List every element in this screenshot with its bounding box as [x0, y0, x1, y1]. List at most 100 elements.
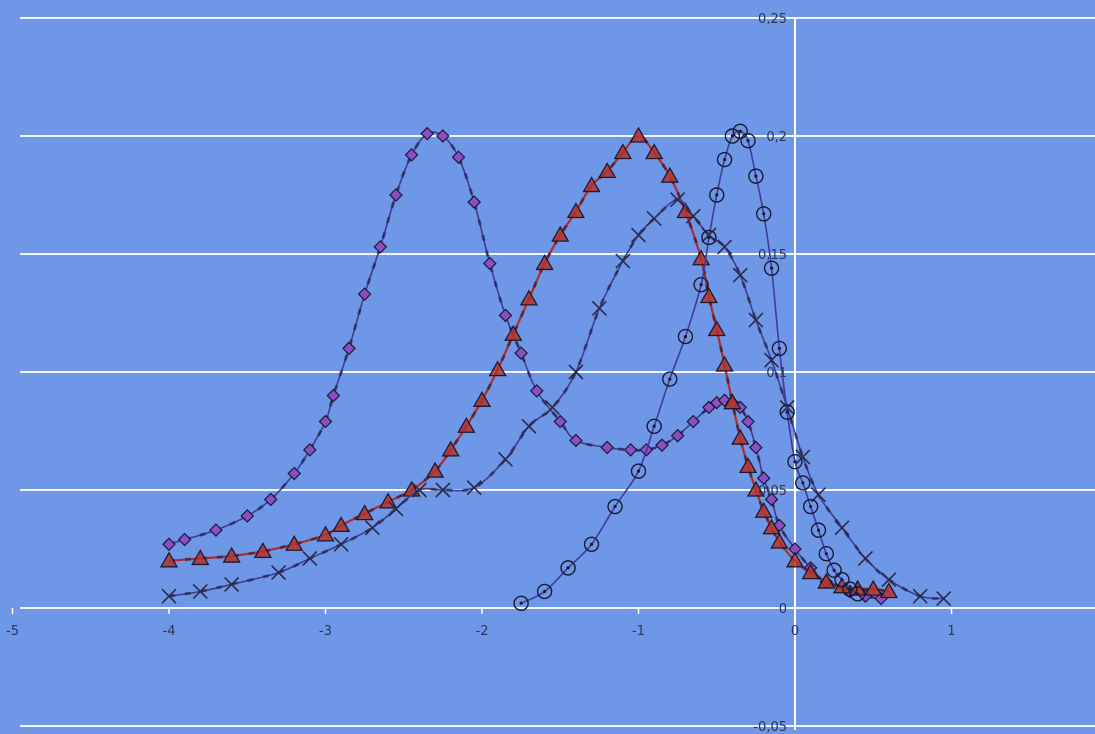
data-point-circle	[583, 536, 600, 552]
data-point-x	[435, 482, 451, 498]
data-point-circle	[756, 206, 772, 222]
data-point-triangle	[253, 542, 273, 559]
y-tick-label: -0,05	[753, 720, 787, 734]
x-tick-label: -1	[632, 624, 645, 639]
data-point-diamond	[655, 438, 669, 453]
data-point-circle-dot	[840, 578, 844, 582]
data-point-circle	[763, 260, 780, 276]
data-point-triangle	[535, 254, 554, 271]
data-point-circle-dot	[801, 481, 805, 485]
data-point-triangle	[316, 525, 335, 542]
y-tick-label: 0,05	[758, 484, 787, 499]
data-point-x	[748, 312, 764, 328]
data-point-x	[763, 352, 780, 368]
data-point-triangle	[551, 225, 570, 242]
data-point-x	[388, 501, 404, 517]
data-point-circle	[677, 328, 694, 345]
data-point-circle	[771, 340, 788, 357]
data-point-triangle	[738, 457, 758, 474]
data-point-diamond	[529, 384, 544, 398]
data-point-diamond	[514, 346, 528, 360]
data-point-x	[568, 364, 584, 380]
data-point-triangle	[707, 320, 726, 337]
data-point-triangle	[785, 551, 805, 568]
data-point-diamond	[553, 414, 568, 429]
data-point-x	[302, 550, 318, 567]
data-point-circle	[560, 560, 576, 576]
data-point-x	[270, 565, 287, 581]
x-tick-label: -3	[319, 624, 332, 639]
data-point-diamond	[357, 287, 372, 301]
data-point-circle-dot	[785, 410, 789, 414]
data-point-circle	[693, 276, 709, 293]
data-point-x	[646, 211, 662, 227]
y-tick-label: 0,15	[758, 248, 787, 263]
data-point-diamond	[326, 388, 341, 403]
series-triangle	[159, 126, 899, 599]
data-point-circle-dot	[652, 424, 656, 428]
data-point-circle-dot	[668, 377, 672, 381]
data-point-triangle	[699, 287, 719, 304]
data-point-diamond	[404, 148, 419, 162]
data-point-circle-dot	[809, 504, 813, 509]
tick-labels: -5 -4 -3 -2 -1 0 1 0,25 0,2 0,15 0,1 0,05 0 -0,05	[6, 12, 956, 734]
data-point-circle-dot	[613, 504, 617, 509]
data-point-triangle	[504, 324, 523, 341]
x-tick-label: -4	[163, 624, 176, 639]
data-point-x	[192, 583, 208, 600]
data-point-diamond	[686, 414, 701, 429]
data-point-circle-dot	[730, 134, 735, 138]
data-point-circle-dot	[589, 542, 594, 546]
data-point-circle	[802, 498, 819, 515]
data-point-x	[881, 572, 897, 588]
data-point-circle	[536, 583, 553, 600]
data-point-triangle	[645, 143, 664, 160]
data-point-circle	[787, 453, 803, 470]
data-point-circle	[849, 586, 866, 602]
data-point-circle-dot	[816, 528, 821, 532]
data-point-circle-dot	[746, 139, 750, 143]
y-tick-label: 0,2	[766, 130, 787, 145]
data-point-triangle	[488, 360, 507, 377]
series-circle	[513, 123, 866, 611]
data-point-triangle	[715, 355, 734, 372]
data-point-circle-dot	[722, 158, 727, 162]
data-point-triangle	[159, 551, 179, 568]
x-tick-label: -2	[476, 624, 489, 639]
data-point-triangle	[746, 480, 765, 497]
data-point-x	[364, 520, 381, 536]
data-point-circle-dot	[754, 174, 758, 178]
data-point-circle-dot	[824, 552, 828, 556]
data-point-diamond	[177, 532, 192, 547]
data-point-triangle	[754, 501, 773, 518]
y-tick-label: 0,25	[758, 12, 787, 27]
data-point-x	[912, 588, 928, 604]
data-point-x	[411, 482, 427, 498]
data-point-triangle	[731, 428, 750, 445]
data-point-circle	[724, 128, 741, 144]
data-point-x	[834, 520, 850, 536]
data-point-triangle	[472, 391, 492, 407]
data-point-triangle	[519, 289, 539, 306]
x-tick-label: 0	[791, 624, 799, 639]
series-x	[161, 192, 952, 607]
data-point-triangle	[441, 440, 460, 457]
data-point-x	[857, 550, 873, 567]
data-point-x	[810, 487, 827, 503]
data-point-circle	[732, 123, 748, 139]
data-point-triangle	[355, 504, 374, 521]
data-point-circle	[842, 581, 858, 597]
data-point-triangle	[191, 549, 210, 566]
data-point-diamond	[756, 471, 771, 486]
data-point-circle	[810, 522, 827, 538]
gridlines	[20, 17, 1095, 727]
data-point-circle-dot	[566, 566, 570, 570]
data-point-x	[795, 449, 811, 465]
data-point-x	[685, 208, 701, 224]
data-point-circle-dot	[762, 212, 766, 216]
data-point-circle	[795, 475, 811, 491]
axes	[11, 18, 953, 730]
data-point-circle-dot	[699, 283, 703, 287]
data-point-triangle	[770, 532, 789, 549]
